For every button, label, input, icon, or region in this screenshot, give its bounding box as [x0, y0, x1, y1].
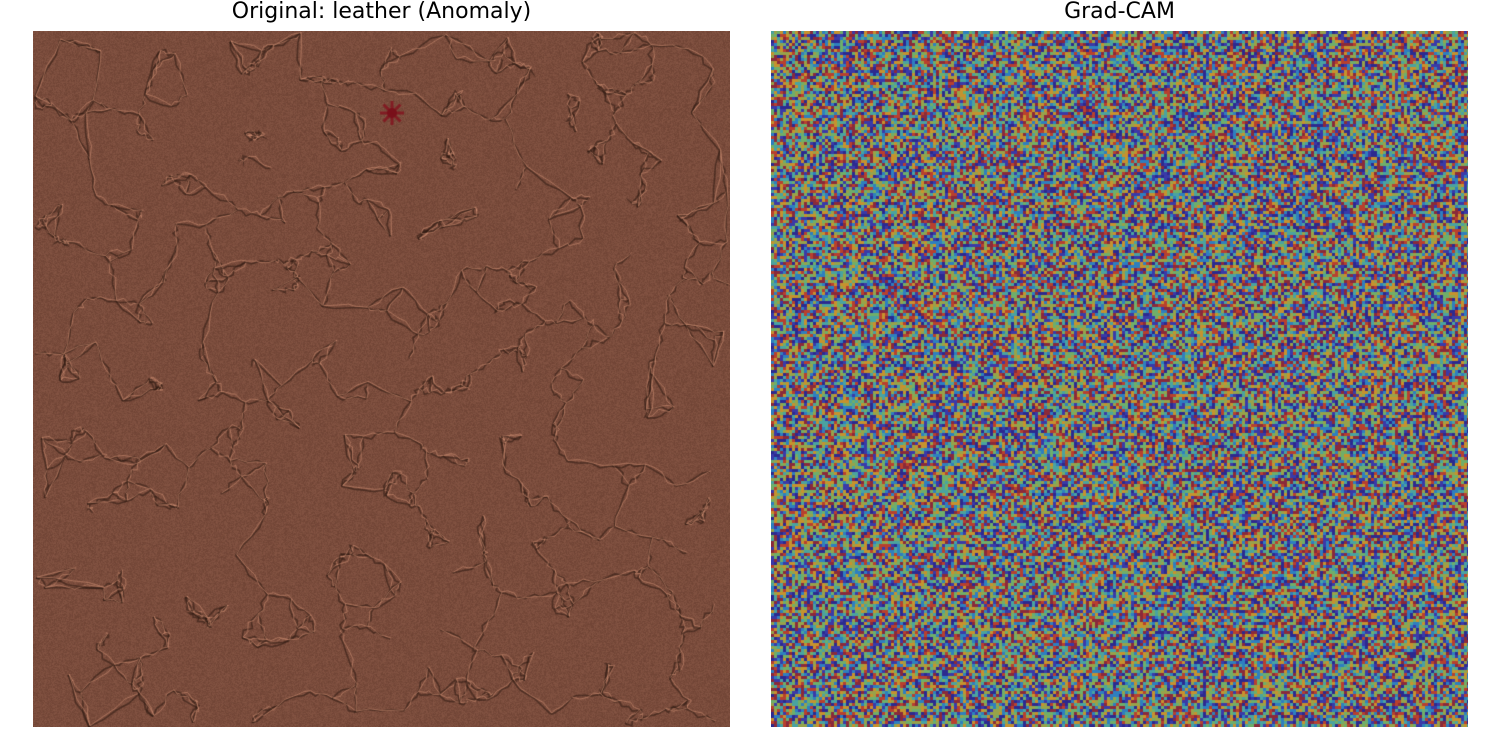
gradcam-title: Grad-CAM — [1064, 0, 1175, 24]
gradcam-heatmap-canvas — [771, 31, 1468, 727]
original-leather-image — [33, 31, 730, 727]
leather-texture-canvas — [33, 31, 730, 727]
gradcam-heatmap-image — [771, 31, 1468, 727]
original-image-title: Original: leather (Anomaly) — [231, 0, 532, 24]
